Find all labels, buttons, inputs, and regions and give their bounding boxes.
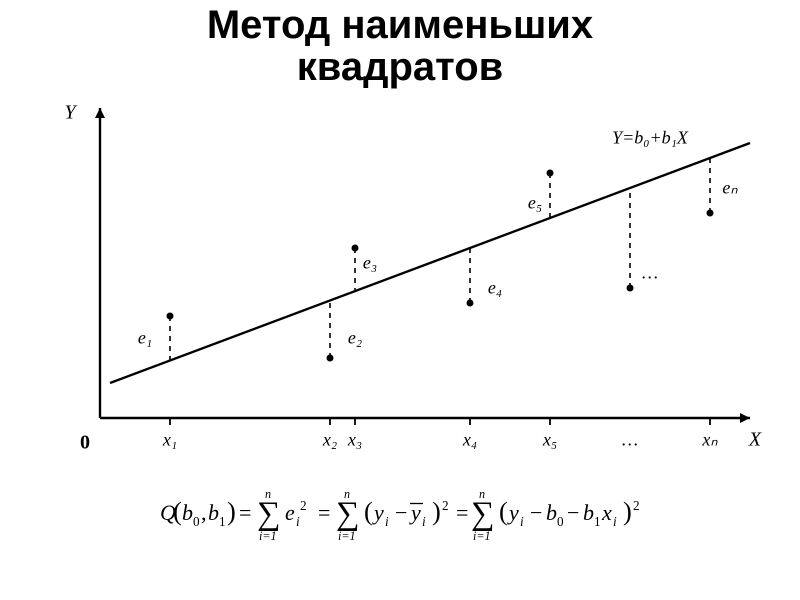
svg-text:2: 2 [300,498,307,513]
svg-text:i: i [520,514,524,529]
data-point [467,300,474,307]
svg-text:b: b [583,500,594,525]
data-point [707,210,714,217]
x-tick-label: … [622,430,638,451]
svg-text:(: ( [364,496,373,526]
error-label: e₃ [363,253,377,274]
svg-text:y: y [507,500,519,525]
svg-text:i=1: i=1 [338,529,356,543]
svg-text:0: 0 [193,514,200,529]
data-point [547,170,554,177]
svg-text:): ) [432,496,441,526]
svg-text:2: 2 [633,498,640,513]
svg-text:): ) [227,496,236,526]
x-tick-label: xₙ [702,430,717,451]
svg-text:e: e [285,500,295,525]
error-label: eₙ [722,178,737,199]
svg-text:2: 2 [442,498,449,513]
x-axis-label: X [749,429,761,452]
origin-label: 0 [80,432,90,455]
line-equation-label: Y=b₀+b₁X [612,128,688,149]
svg-text:x: x [601,500,612,525]
svg-text:b: b [546,500,557,525]
x-tick-label: x₅ [543,430,557,451]
svg-text:y: y [372,500,384,525]
svg-text:i: i [385,514,389,529]
x-tick-label: x₂ [323,430,337,451]
svg-text:=: = [318,500,330,525]
sigma-icon: ∑ [471,496,495,532]
svg-text:−: − [395,500,407,525]
svg-text:−: − [530,500,542,525]
data-point [167,313,174,320]
svg-text:i=1: i=1 [473,529,491,543]
y-axis-label: Y [64,102,75,125]
least-squares-chart: x₁ x₂ x₃ x₄ x₅ … xₙ e₁ e₂ e₃ e₄ e₅ … eₙ Y X 0 Y=b₀+b₁X [30,88,770,468]
svg-text:b: b [208,500,219,525]
sigma-icon: ∑ [336,496,360,532]
data-point [327,355,334,362]
error-label: … [642,263,658,284]
error-label: e₂ [348,328,362,349]
svg-text:i=1: i=1 [259,529,277,543]
x-axis-arrow [740,413,750,423]
svg-text:=: = [456,500,468,525]
page-title: Метод наименьших квадратов [0,4,800,88]
sigma-icon: ∑ [257,496,281,532]
svg-text:(: ( [499,496,508,526]
svg-text:): ) [623,496,632,526]
data-point [352,245,359,252]
svg-text:,: , [201,500,207,525]
formula: Q(b0,b1)=n∑i=1e2i=n∑i=1(yi−yi)2=n∑i=1(yi… [0,478,800,553]
svg-text:−: − [567,500,579,525]
svg-text:i: i [613,514,617,529]
svg-text:b: b [182,500,193,525]
svg-text:(: ( [173,496,182,526]
error-label: e₄ [488,278,502,299]
svg-text:0: 0 [557,514,564,529]
error-label: e₁ [138,328,152,349]
svg-text:i: i [422,514,426,529]
svg-text:1: 1 [219,514,226,529]
title-line1: Метод наименьших [207,3,593,47]
formula-canvas: Q(b0,b1)=n∑i=1e2i=n∑i=1(yi−yi)2=n∑i=1(yi… [150,478,650,548]
svg-text:1: 1 [594,514,601,529]
data-point [627,285,634,292]
x-tick-label: x₃ [348,430,362,451]
svg-text:=: = [239,500,251,525]
x-tick-label: x₄ [463,430,477,451]
y-axis-arrow [95,108,105,118]
title-line2: квадратов [297,45,503,89]
svg-text:i: i [296,514,300,529]
error-label: e₅ [528,193,542,214]
x-tick-label: x₁ [163,430,177,451]
